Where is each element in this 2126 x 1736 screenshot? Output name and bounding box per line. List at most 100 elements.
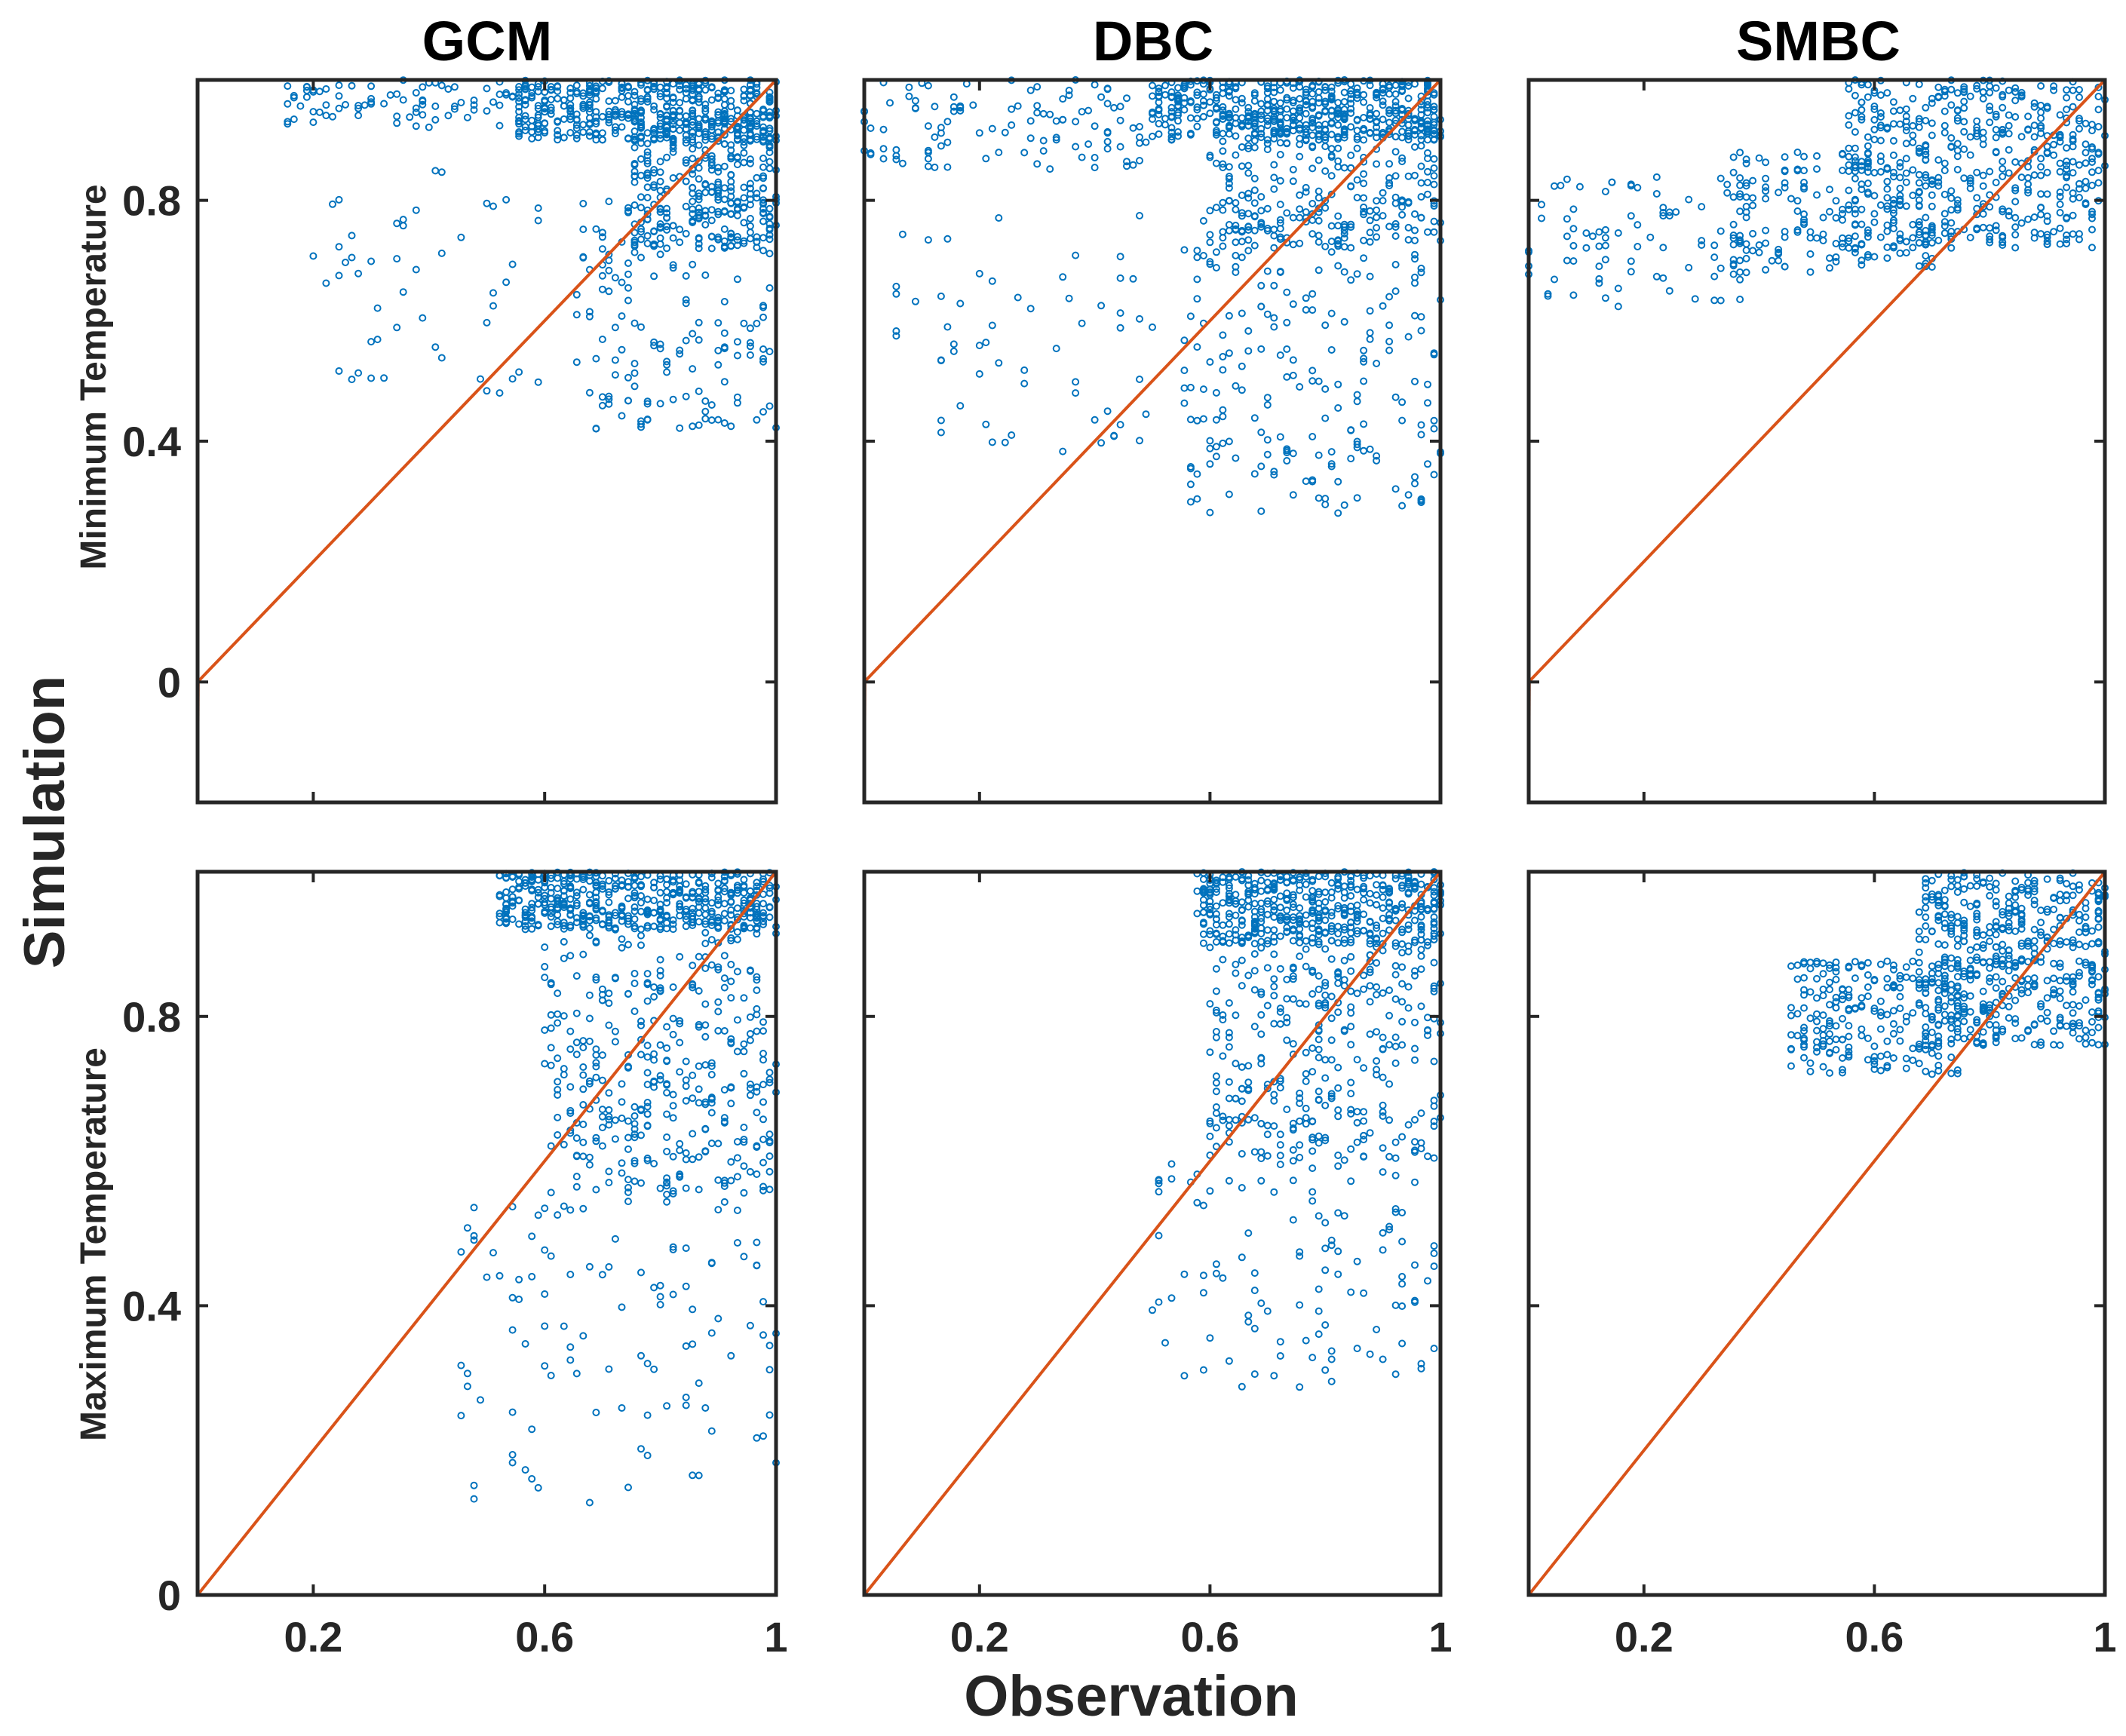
p4-data-point xyxy=(1250,925,1259,933)
p1-data-point xyxy=(1308,131,1317,140)
p0-data-point xyxy=(566,129,575,136)
p2-data-point xyxy=(1698,237,1706,245)
p0-data-point xyxy=(733,351,741,360)
p1-data-point xyxy=(1232,132,1240,140)
p2-data-point xyxy=(1992,126,2000,133)
p3-data-point xyxy=(611,925,619,934)
p1-data-point xyxy=(1360,446,1368,455)
p0-data-point xyxy=(733,199,741,207)
p0-data-point xyxy=(521,115,529,124)
p3-data-point xyxy=(572,972,581,980)
p0-data-point xyxy=(695,195,703,204)
p2-data-point xyxy=(1762,226,1770,235)
p4-data-point xyxy=(1308,1136,1317,1144)
p2-data-point xyxy=(1793,197,1802,205)
p0-data-point xyxy=(669,125,677,133)
p1-data-point xyxy=(1225,221,1233,229)
p1-data-point xyxy=(1360,114,1368,121)
p1-data-point xyxy=(879,155,888,163)
p0-data-point xyxy=(740,204,748,212)
p3-data-point xyxy=(547,1372,555,1379)
p4-data-point xyxy=(1366,968,1374,977)
p5-data-point xyxy=(1953,919,1962,927)
p2-data-point xyxy=(2050,151,2058,159)
p1-data-point xyxy=(1219,439,1227,447)
p4-data-point xyxy=(1270,886,1278,894)
p2-data-point xyxy=(1915,196,1923,204)
p4-data-point xyxy=(1199,1271,1207,1280)
p1-data-point xyxy=(1186,498,1195,506)
p4-data-point xyxy=(1379,1101,1387,1109)
p4-data-point xyxy=(1238,898,1246,906)
p3-data-point xyxy=(663,1178,671,1186)
p4-data-point xyxy=(1321,1101,1330,1109)
p3-data-point xyxy=(765,889,774,897)
p3-data-point xyxy=(541,943,549,951)
p1-data-point xyxy=(1199,101,1207,109)
p4-data-point xyxy=(1424,1031,1431,1039)
p4-data-point xyxy=(1155,1179,1163,1188)
p2-data-point xyxy=(1762,265,1770,274)
p3-data-point xyxy=(695,1185,703,1194)
p0-data-point xyxy=(624,111,632,119)
p4-data-point xyxy=(1225,892,1233,900)
p4-data-point xyxy=(1379,1073,1387,1081)
p1-data-point xyxy=(1315,94,1323,102)
p1-data-point xyxy=(1276,201,1284,209)
p3-data-point xyxy=(701,1021,710,1029)
p2-data-point xyxy=(1928,119,1936,127)
p4-data-point xyxy=(1321,945,1330,953)
p3-data-point xyxy=(753,882,761,891)
p3-data-point xyxy=(598,1112,606,1121)
p1-data-point xyxy=(1219,366,1227,374)
p3-data-point xyxy=(572,1038,581,1047)
p2-data-point xyxy=(1729,241,1738,249)
p1-data-point xyxy=(1219,242,1227,250)
p2-data-point xyxy=(1922,182,1930,190)
p2-data-point xyxy=(1729,256,1738,264)
p4-data-point xyxy=(1366,918,1374,926)
p1-data-point xyxy=(956,402,965,410)
p4-data-point xyxy=(1366,1030,1374,1038)
p1-data-point xyxy=(1334,114,1342,121)
p3-data-point xyxy=(727,977,735,986)
p1-data-point xyxy=(1212,443,1220,451)
p3-data-point xyxy=(746,909,754,917)
p3-data-point xyxy=(759,920,767,928)
p2-data-point xyxy=(1986,203,1994,211)
p1-data-point xyxy=(1065,91,1073,100)
p4-data-point xyxy=(1238,956,1246,965)
p4-data-point xyxy=(1212,1078,1220,1087)
p2-data-point xyxy=(1659,274,1667,282)
p0-data-point xyxy=(477,375,484,383)
p3-data-point xyxy=(643,1069,652,1077)
p4-data-point xyxy=(1327,1056,1336,1064)
p3-data-point xyxy=(676,1172,684,1180)
p1-data-point xyxy=(1257,133,1265,142)
p0-data-point xyxy=(689,198,697,206)
p1-data-point xyxy=(924,236,932,244)
p1-data-point xyxy=(1283,446,1291,455)
p0-data-point xyxy=(643,148,652,156)
p2-data-point xyxy=(1960,83,1968,91)
p2-data-point xyxy=(1569,257,1578,265)
p0-data-point xyxy=(419,314,427,322)
p4-data-point xyxy=(1385,910,1394,919)
p4-data-point xyxy=(1430,913,1438,922)
p1-data-point xyxy=(1014,102,1022,110)
p0-data-point xyxy=(759,209,767,216)
p2-data-point xyxy=(2063,231,2071,239)
p3-data-point xyxy=(714,887,722,895)
p2-data-point xyxy=(1870,106,1879,113)
p1-data-point xyxy=(1103,100,1112,108)
p0-data-point xyxy=(663,368,671,376)
p2-data-point xyxy=(1889,168,1897,176)
p1-data-point xyxy=(1026,86,1035,94)
p2-data-point xyxy=(2005,212,2013,220)
p1-data-point xyxy=(892,327,900,335)
p1-data-point xyxy=(1270,225,1278,234)
p2-data-point xyxy=(2094,123,2103,130)
p2-data-point xyxy=(1947,206,1956,214)
p3-data-point xyxy=(508,897,517,906)
p4-data-point xyxy=(1308,925,1317,932)
